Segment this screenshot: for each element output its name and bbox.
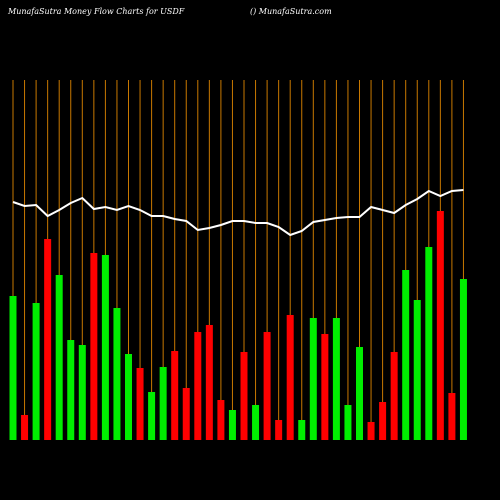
bar — [148, 392, 156, 440]
bar — [344, 405, 352, 440]
chart-subtitle: () MunafaSutra.com — [250, 7, 332, 16]
bar — [171, 351, 179, 440]
bar — [275, 420, 283, 440]
bar — [21, 415, 29, 440]
bar — [136, 368, 144, 440]
bar — [309, 318, 317, 440]
bar — [217, 400, 225, 440]
bar — [228, 410, 236, 440]
bar — [436, 211, 444, 440]
bar — [78, 345, 86, 440]
bar — [159, 367, 167, 440]
bar — [44, 239, 52, 440]
bar — [32, 303, 40, 440]
bar — [425, 247, 433, 440]
bar — [321, 334, 329, 440]
bar — [113, 308, 121, 440]
bar — [459, 279, 467, 440]
bar — [402, 270, 410, 440]
bar — [182, 388, 190, 440]
chart-title: MunafaSutra Money Flow Charts for USDF — [7, 7, 185, 16]
bar — [90, 253, 98, 440]
bar — [367, 422, 375, 440]
bar — [332, 318, 340, 440]
bar — [263, 332, 271, 440]
bar — [101, 255, 109, 440]
bar — [286, 315, 294, 440]
bar — [298, 420, 306, 440]
money-flow-line — [12, 189, 464, 237]
bar — [9, 296, 17, 440]
bar — [125, 354, 132, 440]
bar — [67, 340, 75, 440]
bar — [390, 352, 398, 440]
bar — [55, 275, 63, 440]
bar — [252, 405, 260, 440]
bar — [240, 352, 248, 440]
bar — [194, 332, 202, 440]
bar — [413, 300, 421, 440]
bar — [356, 347, 363, 440]
bar — [448, 393, 456, 440]
bar — [205, 325, 213, 440]
bar — [379, 402, 387, 440]
